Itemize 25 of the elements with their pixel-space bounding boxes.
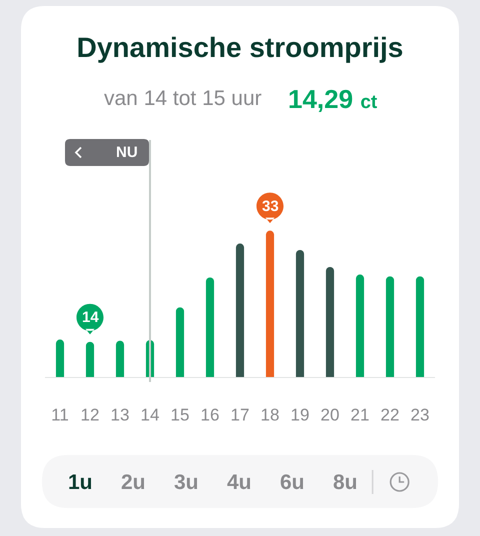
x-tick-label: 18 xyxy=(260,405,280,424)
text: 4u xyxy=(227,471,252,494)
data-label: 33 xyxy=(262,198,279,215)
x-tick-label: 13 xyxy=(110,405,130,424)
x-tick-label: 23 xyxy=(410,405,430,424)
text: 1u xyxy=(68,471,93,494)
ref-line-label: NU xyxy=(116,144,138,161)
chart-subtitle: van 14 tot 15 uur xyxy=(104,87,262,110)
text: 3u xyxy=(174,471,199,494)
x-tick-label: 16 xyxy=(200,405,220,424)
x-tick-label: 20 xyxy=(320,405,340,424)
x-tick-label: 14 xyxy=(140,405,160,424)
text: 14,29 ct xyxy=(288,84,378,114)
x-tick-label: 11 xyxy=(51,405,69,424)
x-tick-label: 15 xyxy=(170,405,190,424)
x-tick-label: 19 xyxy=(290,405,310,424)
text: 2u xyxy=(121,471,146,494)
x-tick-label: 17 xyxy=(230,405,250,424)
x-tick-label: 12 xyxy=(80,405,100,424)
x-tick-label: 22 xyxy=(380,405,400,424)
text: 6u xyxy=(280,471,305,494)
x-tick-label: 21 xyxy=(350,405,370,424)
data-label: 14 xyxy=(82,309,100,326)
text: 8u xyxy=(333,471,358,494)
chart-title: Dynamische stroomprijs xyxy=(76,32,404,63)
